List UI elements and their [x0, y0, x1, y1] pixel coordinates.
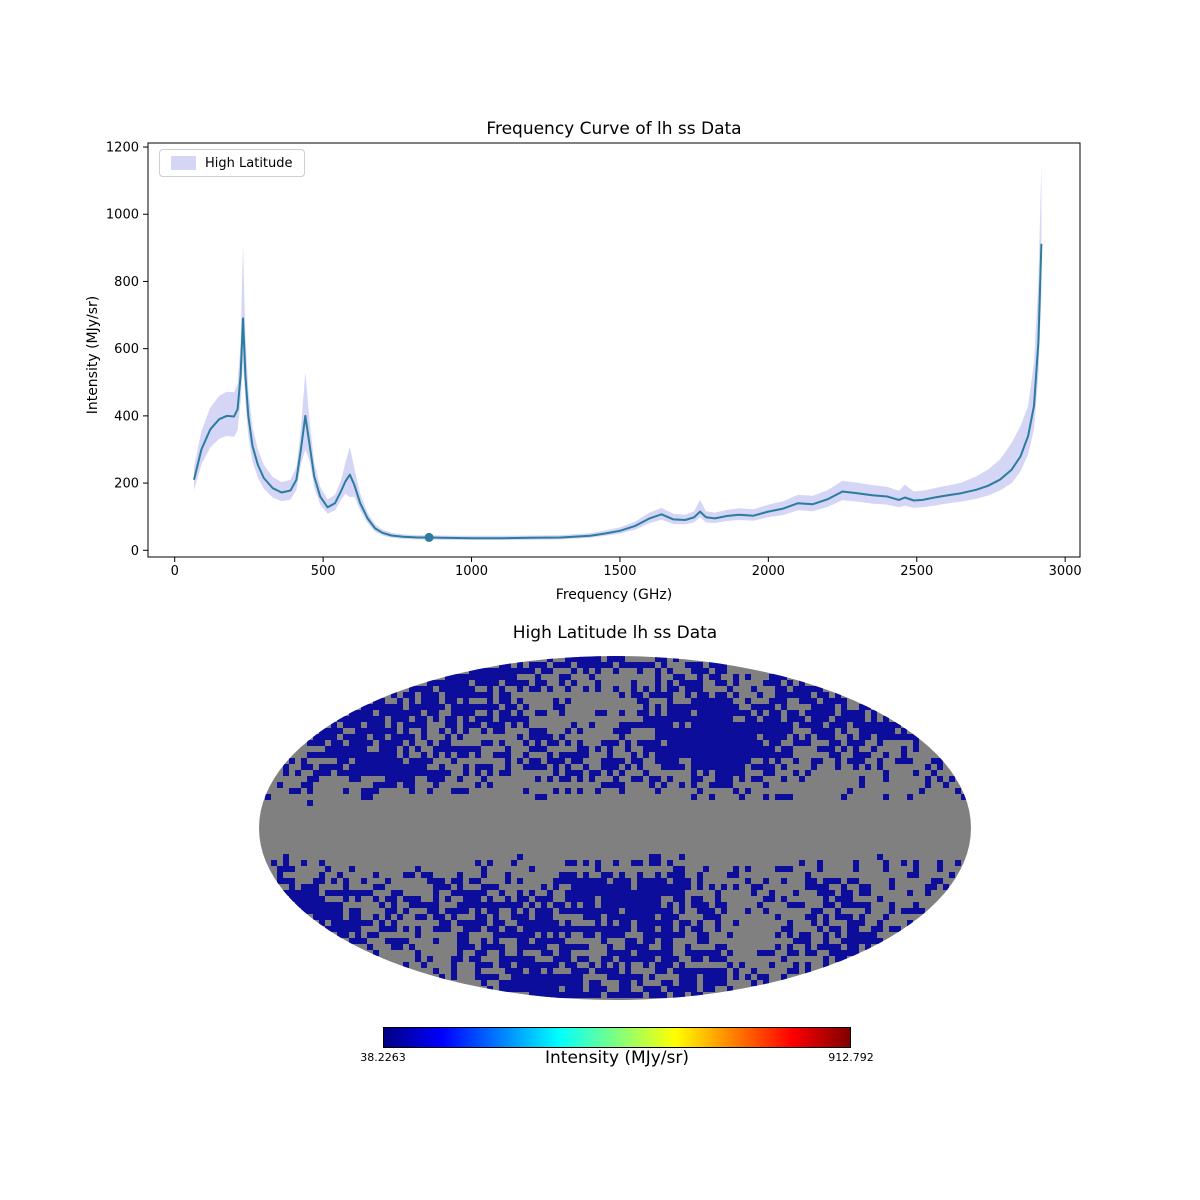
- mollweide-map: [259, 656, 971, 1000]
- y-axis-label: Intensity (MJy/sr): [85, 295, 101, 415]
- map-title: High Latitude lh ss Data: [512, 623, 718, 643]
- x-tick-label: 1000: [455, 564, 488, 579]
- map-data-pixels: [265, 656, 967, 998]
- x-tick-label: 1500: [603, 564, 636, 579]
- y-tick-label: 800: [114, 275, 139, 290]
- axes-frame: 0 500 1000 1500 2000 2500 3000 0 200 400 600 800 100…: [106, 141, 1082, 579]
- y-tick-label: 1200: [106, 141, 139, 156]
- intensity-curve: [193, 243, 1043, 540]
- x-tick-label: 500: [311, 564, 336, 579]
- y-tick-label: 200: [114, 477, 139, 492]
- uncertainty-band: [194, 163, 1042, 540]
- colorbar-min-label: 38.2263: [360, 1051, 406, 1064]
- y-tick-label: 1000: [106, 208, 139, 223]
- y-tick-label: 600: [114, 342, 139, 357]
- y-tick-label: 0: [131, 544, 139, 559]
- colorbar-max-label: 912.792: [828, 1051, 874, 1064]
- colorbar-title: Intensity (MJy/sr): [545, 1048, 689, 1068]
- legend-label: High Latitude: [205, 155, 293, 171]
- x-tick-label: 2500: [900, 564, 933, 579]
- line-chart-title: Frequency Curve of lh ss Data: [486, 119, 742, 139]
- legend-patch: [171, 156, 196, 170]
- x-tick-label: 2000: [752, 564, 785, 579]
- y-tick-label: 400: [114, 409, 139, 424]
- x-tick-label: 0: [171, 564, 179, 579]
- x-axis-label: Frequency (GHz): [555, 587, 673, 603]
- x-tick-label: 3000: [1049, 564, 1082, 579]
- legend: High Latitude: [159, 149, 305, 177]
- colorbar-gradient: [383, 1027, 851, 1048]
- minimum-marker: [424, 532, 434, 542]
